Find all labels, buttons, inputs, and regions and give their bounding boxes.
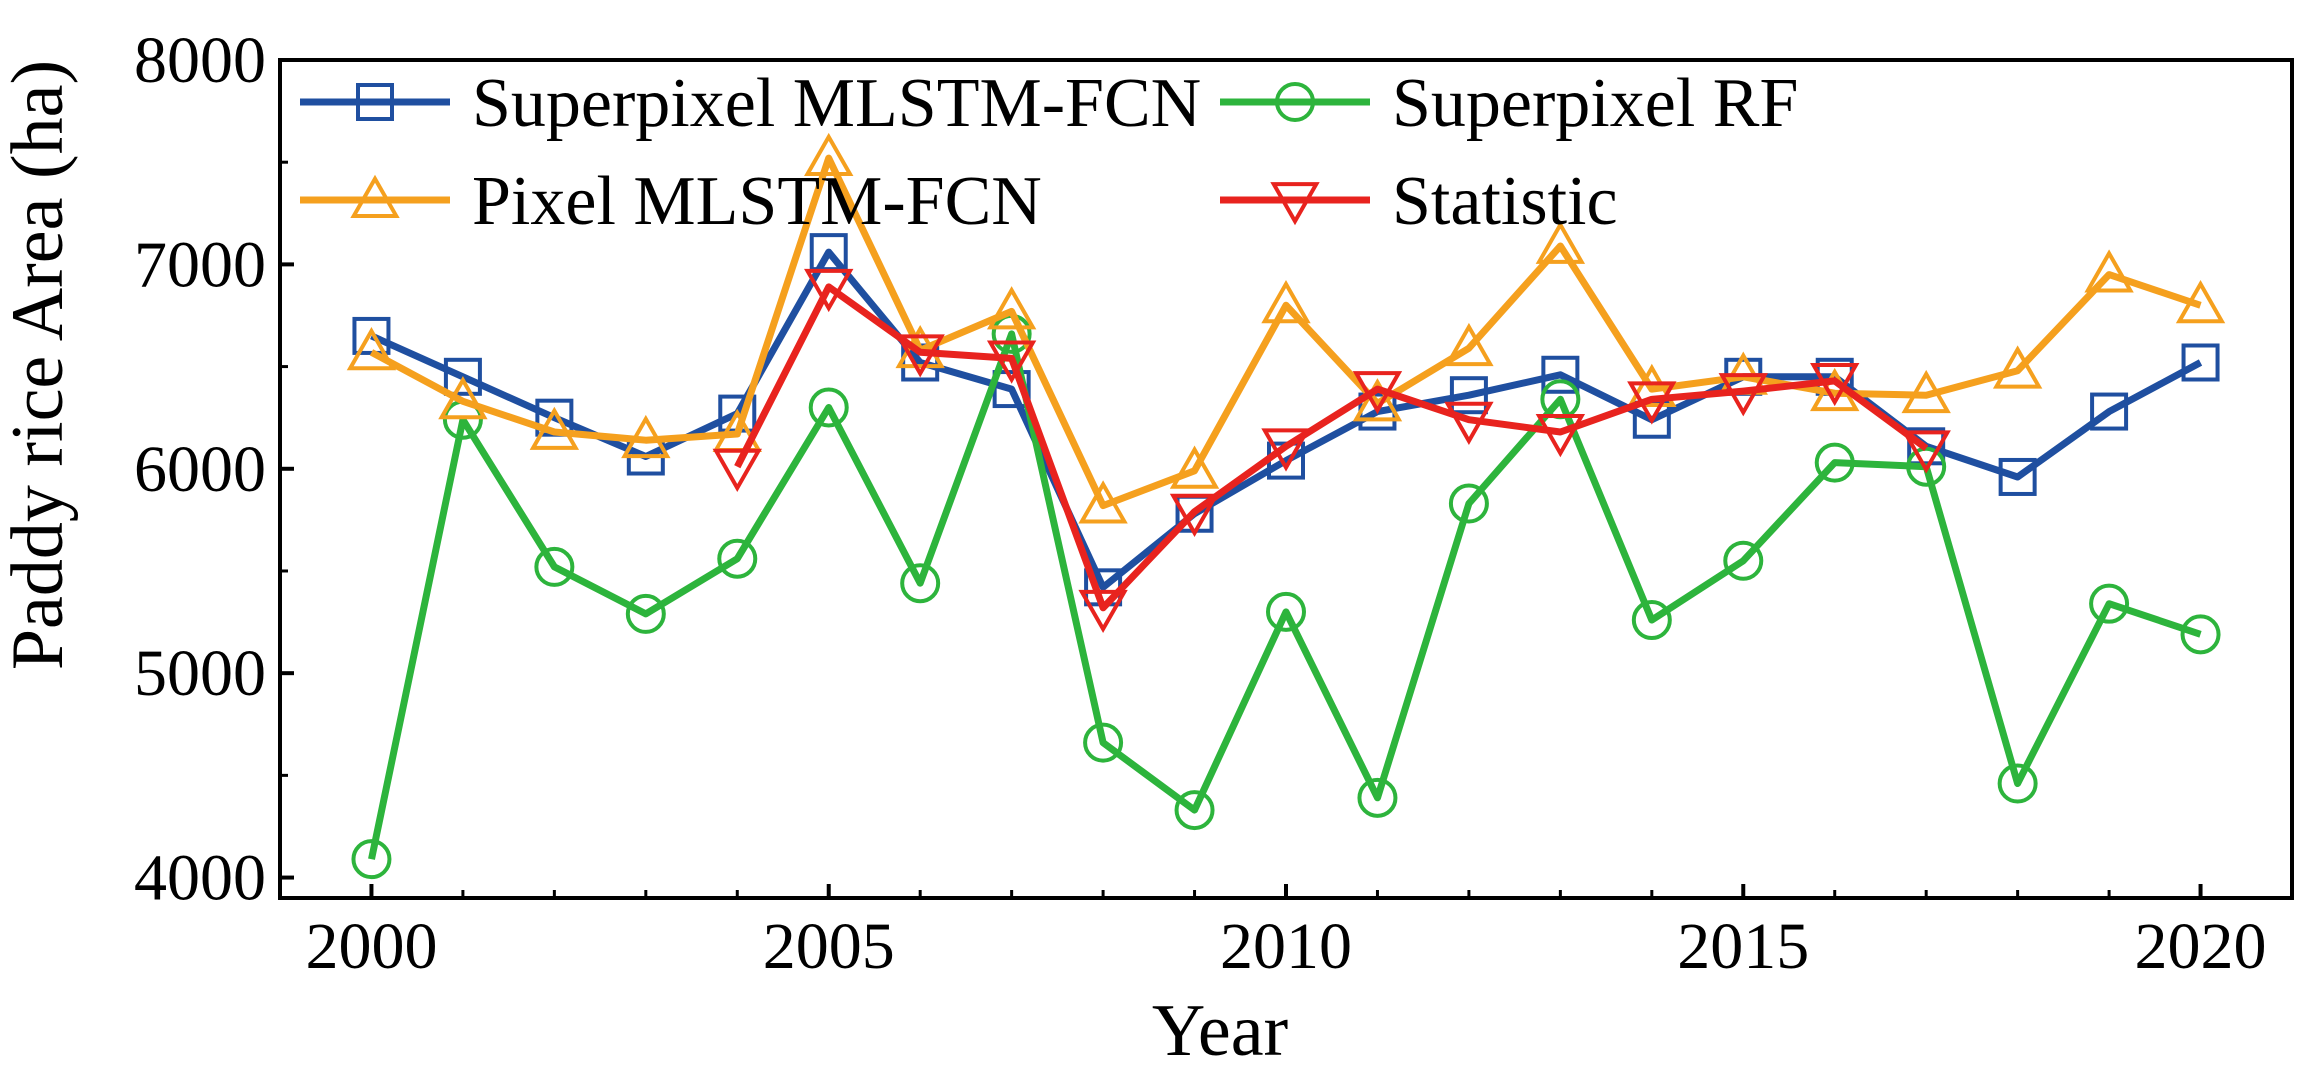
data-point	[529, 406, 580, 450]
legend-label: Pixel MLSTM-FCN	[472, 163, 1042, 240]
y-tick-label: 4000	[134, 842, 266, 915]
data-point	[2180, 614, 2221, 655]
data-point	[1723, 540, 1764, 581]
legend-swatch-marker	[1270, 182, 1320, 226]
series-3	[712, 268, 1951, 634]
data-point	[1810, 362, 1860, 407]
data-point	[717, 538, 758, 579]
data-point	[1906, 446, 1947, 487]
data-point	[1169, 445, 1220, 489]
legend: Superpixel MLSTM-FCN Superpixel RF Pixel M…	[300, 65, 1798, 240]
data-point	[351, 839, 392, 880]
legend-label: Superpixel RF	[1392, 65, 1798, 142]
series-2	[346, 132, 2226, 524]
y-tick-label: 7000	[134, 228, 266, 301]
data-point	[1718, 373, 1768, 417]
y-axis-title: Paddy rice Area (ha)	[0, 60, 79, 670]
x-axis-title: Year	[1152, 990, 1288, 1072]
data-point	[2181, 343, 2220, 382]
data-point	[1357, 777, 1398, 818]
data-point	[1449, 376, 1488, 415]
data-point	[1627, 381, 1677, 425]
data-point	[986, 340, 1037, 384]
data-point	[1901, 369, 1951, 414]
series-1	[351, 313, 2221, 880]
data-point	[1901, 430, 1951, 474]
y-tick-label: 6000	[134, 433, 266, 506]
data-point	[808, 387, 849, 428]
series-line	[734, 283, 1929, 612]
data-point	[1261, 279, 1311, 324]
data-point	[1261, 428, 1311, 472]
data-point	[625, 593, 666, 634]
legend-swatch-marker	[1275, 82, 1315, 122]
axes-group: 2000 2005 2010 2015 2020 4000 5000 6000 7000 8000	[134, 24, 2294, 983]
data-point	[1992, 345, 2043, 389]
data-point	[1535, 220, 1586, 264]
data-point	[2084, 249, 2134, 293]
data-point	[986, 286, 1037, 330]
data-point	[1998, 457, 2037, 496]
x-tick-label: 2010	[1220, 910, 1352, 983]
data-point	[804, 132, 854, 177]
legend-swatch-marker	[356, 83, 394, 121]
series-line	[368, 330, 2202, 860]
data-point	[1444, 401, 1494, 446]
data-point	[1266, 591, 1306, 632]
legend-item-3: Statistic	[1220, 163, 1618, 240]
data-point	[443, 357, 482, 396]
data-point	[1535, 414, 1586, 458]
data-point	[1352, 378, 1403, 422]
data-point	[712, 448, 762, 493]
data-point	[1997, 763, 2038, 804]
legend-swatch-marker	[350, 174, 400, 218]
x-tick-label: 2020	[2135, 910, 2267, 983]
data-point	[1444, 322, 1494, 367]
data-point	[1352, 371, 1403, 415]
data-point	[534, 546, 575, 587]
data-point	[1541, 355, 1580, 394]
y-tick-label: 5000	[134, 637, 266, 710]
data-point	[804, 268, 854, 313]
legend-item-2: Pixel MLSTM-FCN	[300, 163, 1042, 240]
data-point	[1169, 493, 1220, 537]
data-point	[1814, 442, 1855, 483]
legend-label: Statistic	[1392, 163, 1618, 240]
data-point	[900, 563, 941, 604]
legend-item-0: Superpixel MLSTM-FCN	[300, 65, 1201, 142]
data-point	[621, 414, 671, 459]
data-point	[438, 376, 488, 420]
data-point	[1448, 483, 1489, 524]
data-point	[2090, 392, 2129, 431]
data-point	[1078, 480, 1128, 524]
data-point	[895, 334, 945, 378]
data-point	[1627, 363, 1677, 408]
data-point	[1174, 790, 1215, 831]
legend-item-1: Superpixel RF	[1220, 65, 1798, 142]
legend-label: Superpixel MLSTM-FCN	[472, 65, 1201, 142]
series-line	[369, 154, 2202, 510]
series-group	[346, 132, 2226, 880]
data-point	[346, 326, 397, 371]
data-point	[1631, 600, 1672, 641]
data-point	[2175, 279, 2226, 324]
x-tick-label: 2000	[305, 910, 437, 983]
y-tick-label: 8000	[134, 24, 266, 97]
data-point	[2089, 583, 2130, 624]
x-tick-label: 2015	[1677, 910, 1809, 983]
data-point	[1083, 722, 1124, 763]
data-point	[1078, 589, 1128, 634]
x-tick-label: 2005	[763, 910, 895, 983]
